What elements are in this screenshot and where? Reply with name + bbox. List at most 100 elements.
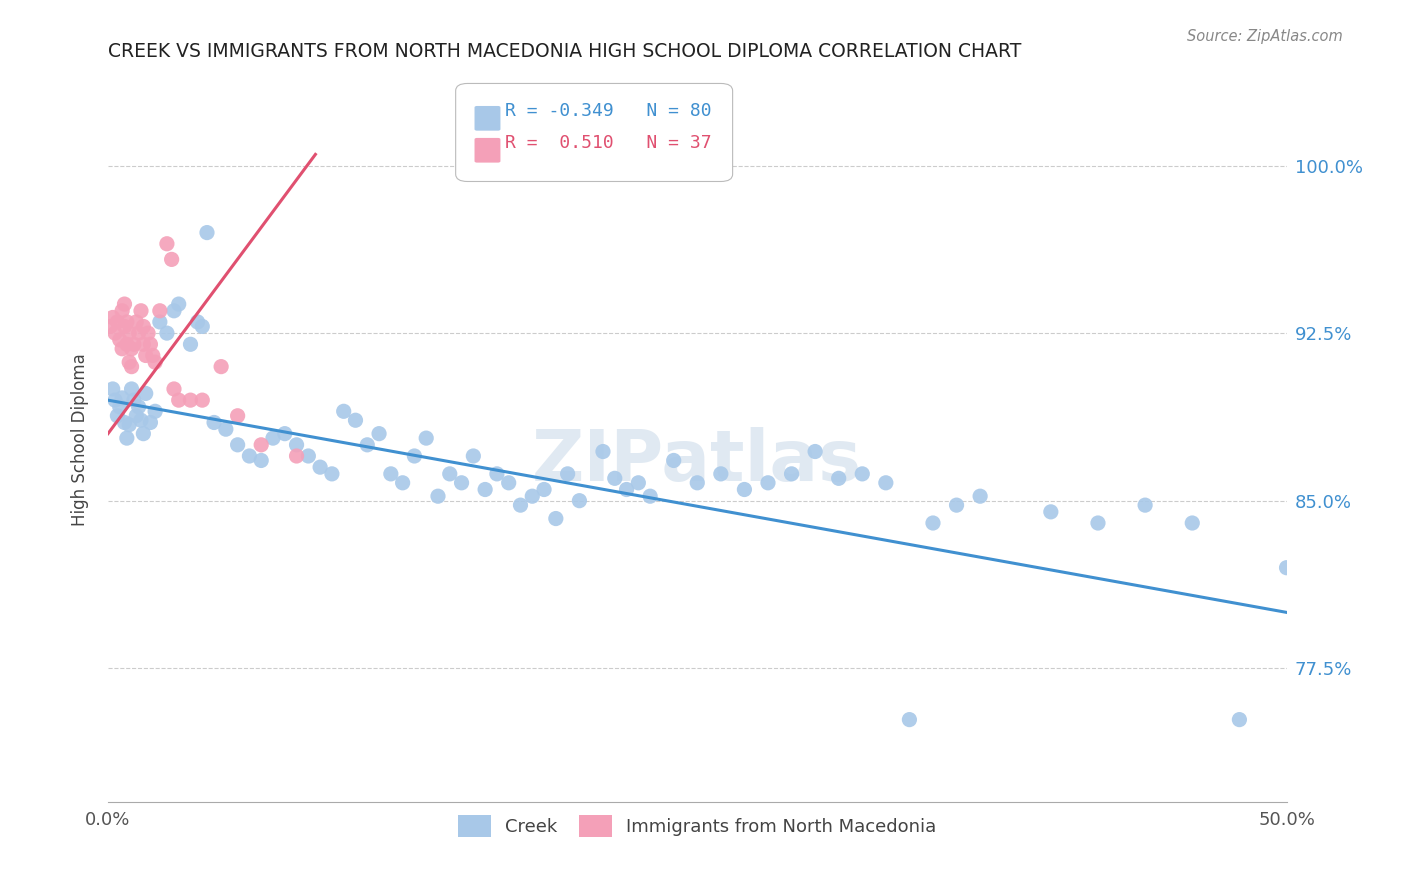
Point [135,348,157,362]
Point [195,226,218,240]
Point [115,337,138,351]
Point [710,467,733,481]
Point [1133,498,1156,512]
Point [321,467,343,481]
Point [851,467,873,481]
Point [238,449,260,463]
Text: ZIPatlas: ZIPatlas [533,426,862,496]
Point [191,393,214,408]
Point [139,416,162,430]
Point [603,471,626,485]
Point [638,489,661,503]
Point [226,438,249,452]
FancyBboxPatch shape [456,84,733,181]
Point [439,467,461,481]
Point [136,326,159,340]
Text: R = -0.349   N = 80: R = -0.349 N = 80 [505,102,711,120]
Point [209,359,232,374]
Point [922,516,945,530]
Point [129,303,152,318]
Point [215,422,238,436]
Point [498,475,520,490]
Point [250,438,273,452]
Point [167,297,190,311]
Point [592,444,614,458]
Point [485,467,508,481]
Point [115,431,138,445]
Point [380,467,402,481]
Point [111,303,134,318]
Point [463,449,485,463]
Point [108,400,131,414]
Legend: Creek, Immigrants from North Macedonia: Creek, Immigrants from North Macedonia [451,807,943,844]
Point [132,319,155,334]
Point [111,391,134,405]
Point [128,400,150,414]
Point [187,315,209,329]
Point [686,475,709,490]
Point [132,426,155,441]
Point [163,382,186,396]
Point [969,489,991,503]
Point [533,483,555,497]
Point [101,382,124,396]
Point [202,416,225,430]
Point [898,713,921,727]
Point [756,475,779,490]
Point [125,409,148,423]
Point [122,337,145,351]
Point [356,438,378,452]
Point [1181,516,1204,530]
Point [156,326,179,340]
Point [107,315,129,329]
Point [179,393,201,408]
Point [132,337,155,351]
Point [121,359,143,374]
Point [108,333,131,347]
FancyBboxPatch shape [474,138,501,162]
Point [450,475,472,490]
Point [262,431,284,445]
Point [160,252,183,267]
Point [391,475,413,490]
Point [404,449,426,463]
Point [179,337,201,351]
Point [344,413,367,427]
Point [309,460,332,475]
Point [1039,505,1062,519]
Point [332,404,354,418]
Point [104,393,127,408]
Point [125,315,148,329]
Point [118,355,141,369]
Point [1087,516,1109,530]
Text: R =  0.510   N = 37: R = 0.510 N = 37 [505,134,711,152]
Point [557,467,579,481]
Point [129,413,152,427]
Point [118,417,141,432]
Point [780,467,803,481]
Point [135,386,157,401]
Y-axis label: High School Diploma: High School Diploma [72,353,89,525]
Point [1229,713,1251,727]
Point [522,489,544,503]
Text: Source: ZipAtlas.com: Source: ZipAtlas.com [1187,29,1343,44]
Point [1275,560,1298,574]
Point [118,326,141,340]
Point [368,426,391,441]
Point [191,319,214,334]
Point [415,431,437,445]
Point [104,326,127,340]
Point [114,319,136,334]
Point [121,382,143,396]
Point [122,393,145,408]
Point [167,393,190,408]
Point [804,444,827,458]
Point [111,342,134,356]
Point [828,471,851,485]
Point [427,489,450,503]
Point [627,475,650,490]
Point [733,483,755,497]
Point [107,409,129,423]
Point [509,498,531,512]
Point [568,493,591,508]
